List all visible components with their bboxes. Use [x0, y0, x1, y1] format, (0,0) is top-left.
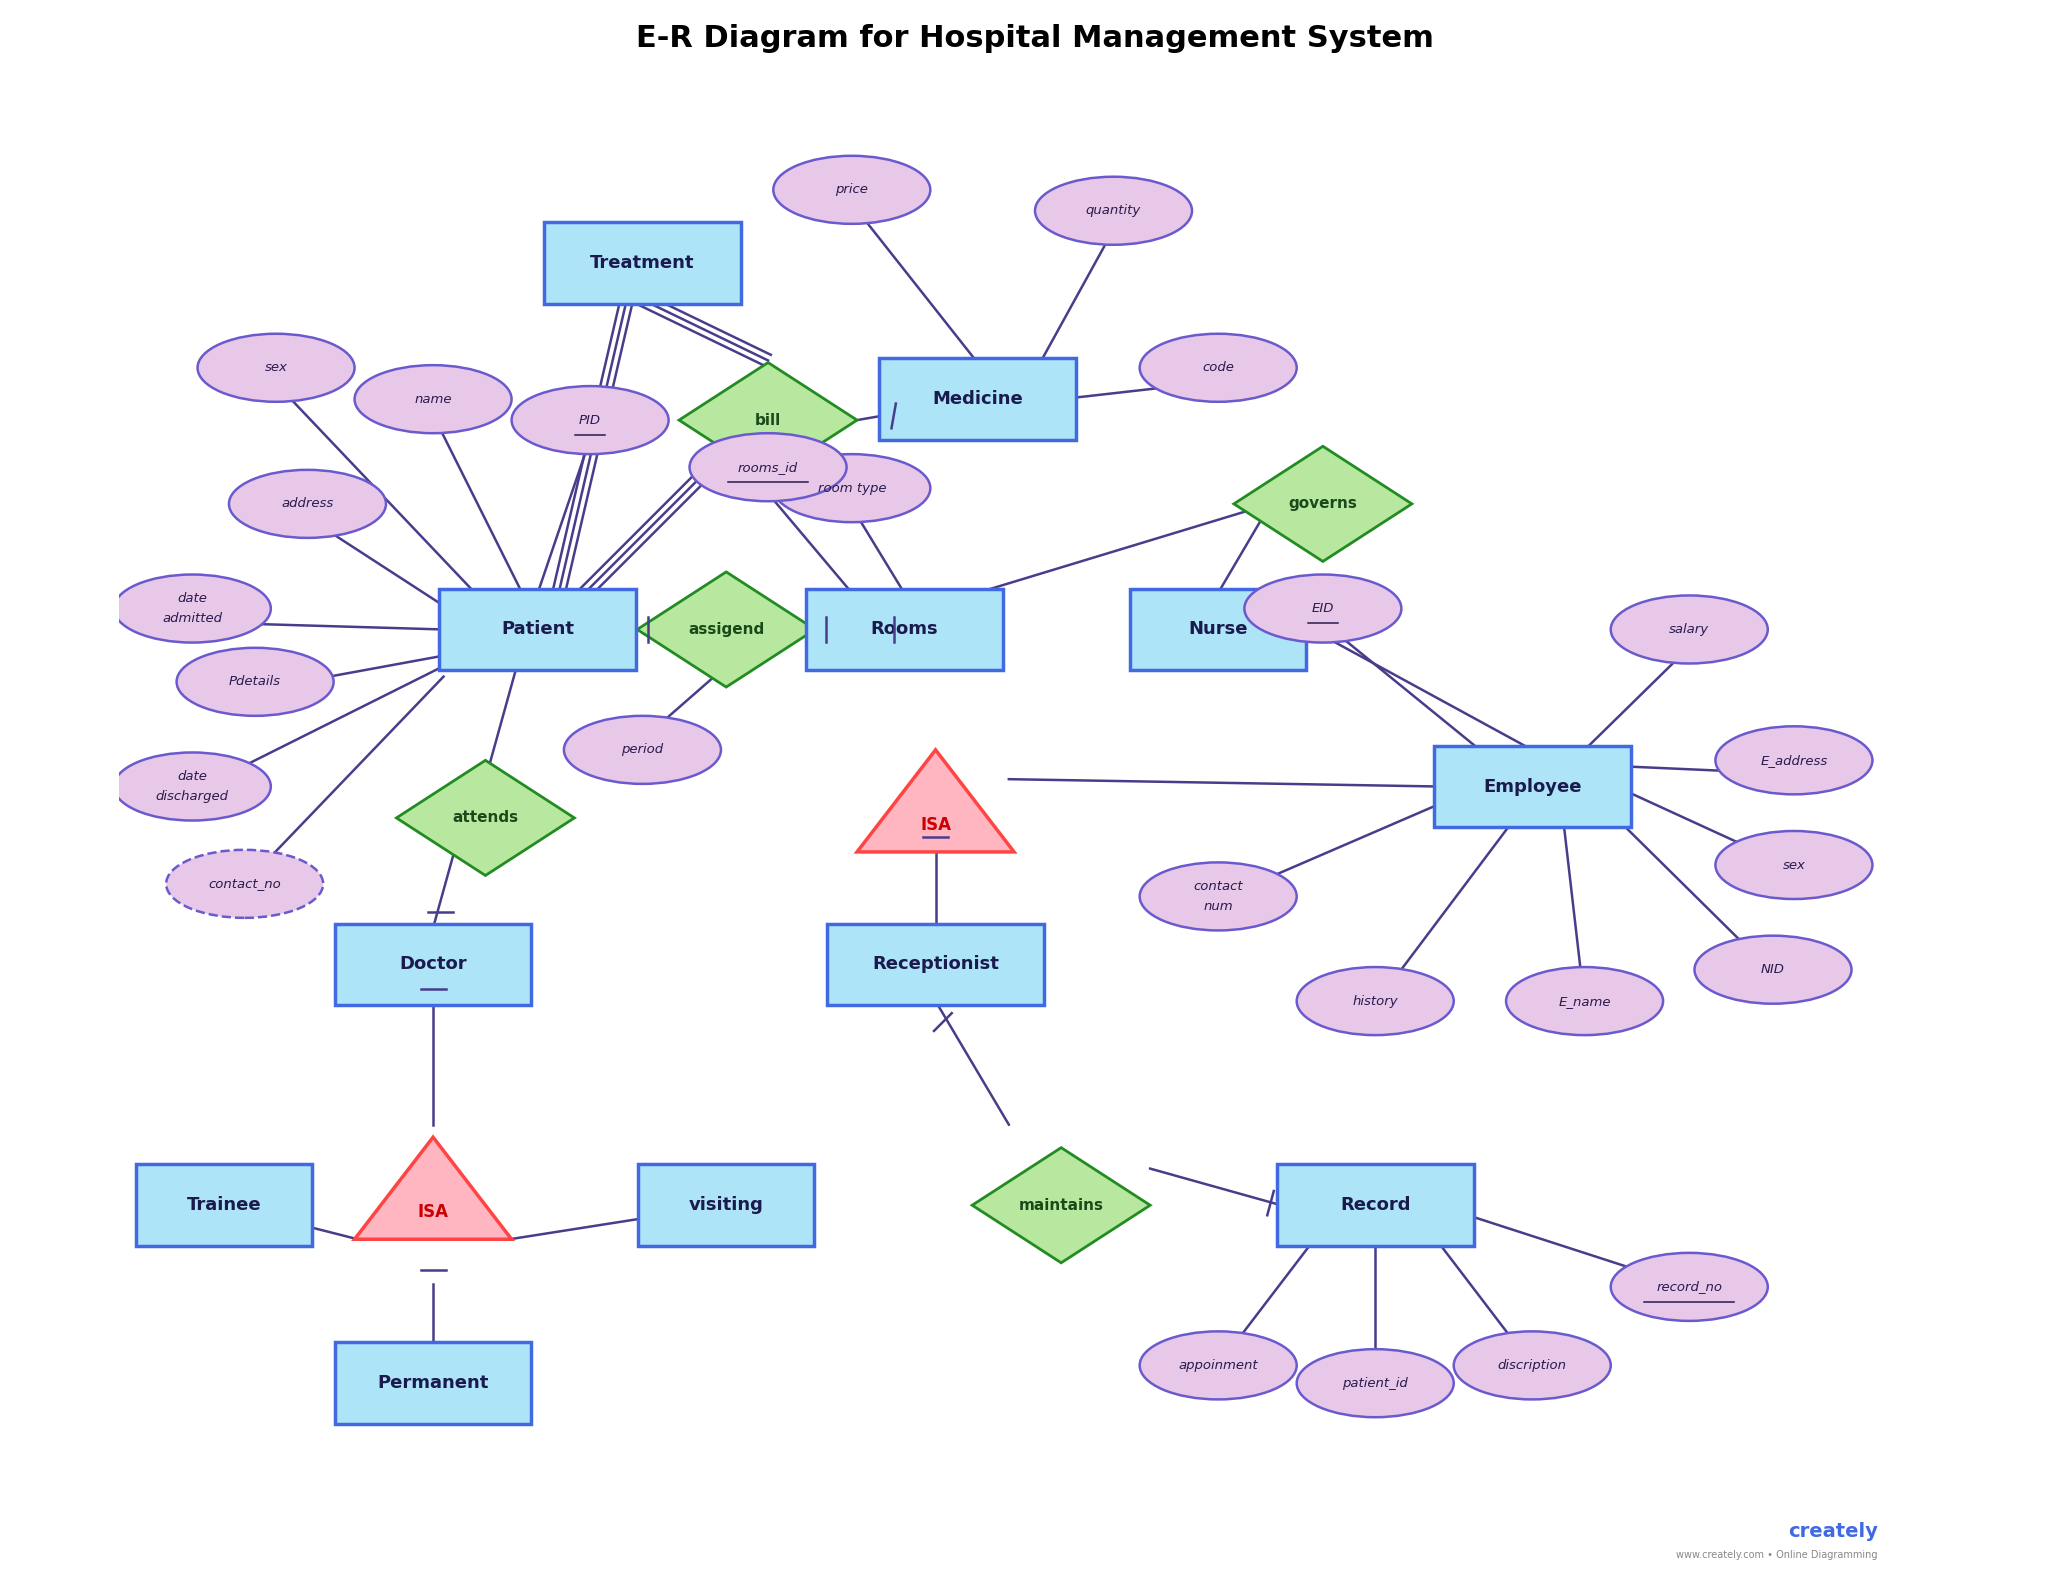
Ellipse shape — [1296, 967, 1453, 1035]
FancyBboxPatch shape — [805, 588, 1002, 670]
Text: E_address: E_address — [1760, 753, 1828, 766]
Text: admitted: admitted — [161, 612, 221, 624]
Ellipse shape — [114, 574, 271, 642]
Text: Receptionist: Receptionist — [871, 955, 1000, 974]
Text: rooms_id: rooms_id — [739, 461, 799, 473]
Text: Doctor: Doctor — [400, 955, 468, 974]
Text: www.creately.com • Online Diagramming: www.creately.com • Online Diagramming — [1677, 1549, 1877, 1560]
FancyBboxPatch shape — [638, 1164, 814, 1246]
Ellipse shape — [1716, 727, 1873, 794]
Ellipse shape — [230, 470, 385, 538]
Polygon shape — [638, 573, 816, 687]
Ellipse shape — [1141, 1331, 1296, 1400]
Text: Nurse: Nurse — [1188, 620, 1248, 639]
FancyBboxPatch shape — [1277, 1164, 1474, 1246]
Text: EID: EID — [1312, 602, 1335, 615]
Text: period: period — [621, 744, 664, 757]
Polygon shape — [397, 760, 573, 876]
Text: Pdetails: Pdetails — [230, 675, 282, 689]
Text: record_no: record_no — [1656, 1280, 1722, 1293]
Ellipse shape — [1716, 831, 1873, 900]
Text: name: name — [414, 393, 451, 406]
Ellipse shape — [563, 716, 720, 783]
Text: discription: discription — [1499, 1359, 1567, 1372]
Ellipse shape — [1244, 574, 1401, 642]
Text: patient_id: patient_id — [1341, 1376, 1408, 1389]
Text: Permanent: Permanent — [377, 1375, 489, 1392]
Text: ISA: ISA — [418, 1203, 449, 1221]
Text: attends: attends — [453, 810, 518, 826]
Text: contact_no: contact_no — [209, 878, 282, 890]
Text: Rooms: Rooms — [869, 620, 938, 639]
Polygon shape — [354, 1137, 511, 1240]
Text: salary: salary — [1668, 623, 1710, 635]
Text: room type: room type — [818, 481, 886, 494]
Text: assigend: assigend — [687, 621, 764, 637]
FancyBboxPatch shape — [335, 923, 532, 1005]
FancyBboxPatch shape — [137, 1164, 313, 1246]
Text: date: date — [178, 771, 207, 783]
Text: Trainee: Trainee — [186, 1195, 261, 1214]
Text: quantity: quantity — [1087, 204, 1141, 217]
Text: price: price — [836, 184, 867, 197]
Ellipse shape — [1453, 1331, 1610, 1400]
Text: sex: sex — [265, 362, 288, 374]
Ellipse shape — [197, 333, 354, 401]
Text: PID: PID — [580, 414, 600, 426]
FancyBboxPatch shape — [439, 588, 635, 670]
Polygon shape — [679, 362, 857, 478]
Ellipse shape — [774, 156, 929, 223]
Text: visiting: visiting — [689, 1195, 764, 1214]
Text: E-R Diagram for Hospital Management System: E-R Diagram for Hospital Management Syst… — [635, 24, 1435, 52]
Ellipse shape — [354, 365, 511, 433]
Text: contact: contact — [1194, 879, 1242, 893]
Ellipse shape — [176, 648, 333, 716]
Text: date: date — [178, 591, 207, 606]
FancyBboxPatch shape — [1130, 588, 1306, 670]
Text: num: num — [1203, 900, 1234, 912]
Ellipse shape — [1035, 176, 1192, 245]
Text: Employee: Employee — [1482, 777, 1581, 796]
Polygon shape — [973, 1148, 1151, 1263]
Text: ISA: ISA — [919, 816, 950, 834]
FancyBboxPatch shape — [335, 1342, 532, 1424]
Ellipse shape — [166, 849, 323, 919]
Text: code: code — [1203, 362, 1234, 374]
Polygon shape — [857, 750, 1014, 853]
Text: address: address — [282, 497, 333, 510]
Ellipse shape — [1507, 967, 1662, 1035]
Ellipse shape — [511, 385, 669, 455]
FancyBboxPatch shape — [880, 359, 1076, 440]
Text: maintains: maintains — [1018, 1197, 1103, 1213]
FancyBboxPatch shape — [544, 222, 741, 304]
Text: history: history — [1352, 994, 1397, 1008]
Text: Record: Record — [1339, 1195, 1410, 1214]
Text: NID: NID — [1762, 963, 1784, 977]
Ellipse shape — [774, 455, 929, 522]
Text: E_name: E_name — [1559, 994, 1610, 1008]
Ellipse shape — [1141, 862, 1296, 931]
Text: Treatment: Treatment — [590, 255, 696, 272]
Text: appoinment: appoinment — [1178, 1359, 1259, 1372]
Ellipse shape — [1695, 936, 1851, 1004]
FancyBboxPatch shape — [826, 923, 1045, 1005]
Ellipse shape — [114, 752, 271, 821]
Ellipse shape — [1610, 596, 1768, 664]
Ellipse shape — [1296, 1350, 1453, 1417]
Ellipse shape — [1610, 1252, 1768, 1321]
Ellipse shape — [1141, 333, 1296, 401]
Ellipse shape — [689, 433, 847, 502]
Text: discharged: discharged — [155, 790, 230, 802]
FancyBboxPatch shape — [1435, 746, 1631, 827]
Text: creately: creately — [1788, 1523, 1877, 1542]
Polygon shape — [1234, 447, 1412, 562]
Text: sex: sex — [1782, 859, 1805, 871]
Text: Medicine: Medicine — [932, 390, 1023, 407]
Text: Patient: Patient — [501, 620, 573, 639]
Text: governs: governs — [1288, 497, 1358, 511]
Text: bill: bill — [756, 412, 780, 428]
